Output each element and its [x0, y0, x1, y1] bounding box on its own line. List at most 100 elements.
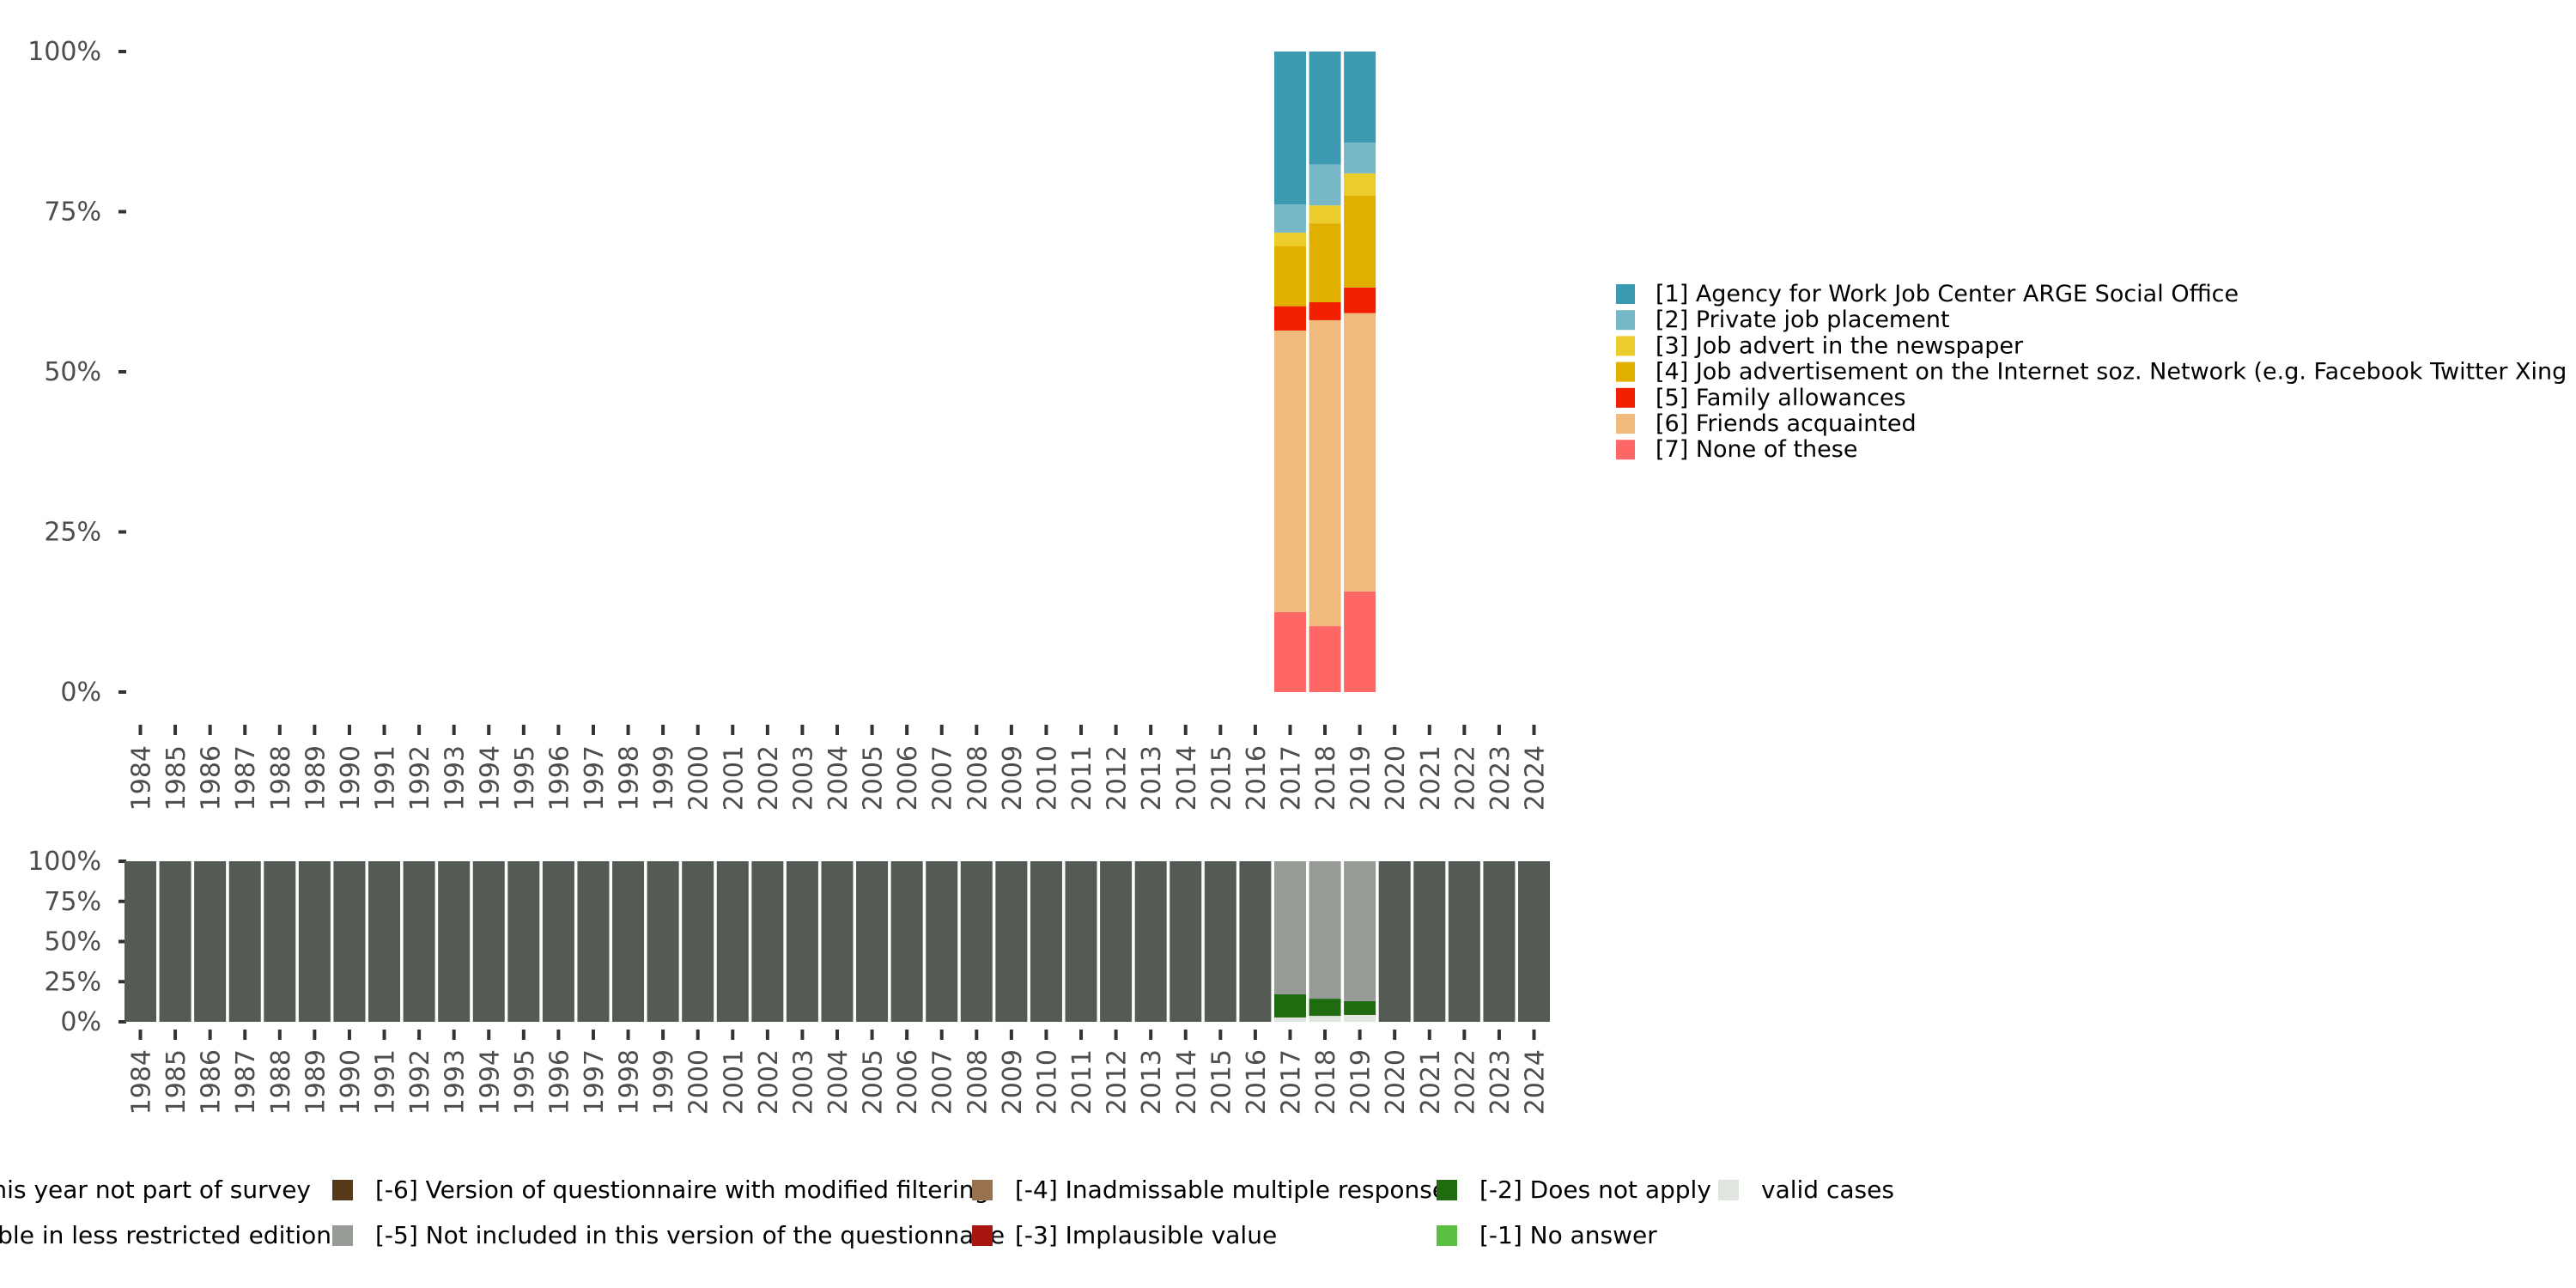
bar-segment-2007-not-part-of-survey: [926, 861, 958, 1022]
bar-segment-2019-valid-cases: [1344, 1014, 1376, 1022]
legend-key: [1616, 414, 1635, 434]
bar-segment-2018-5: [1309, 301, 1341, 320]
legend-key: [1437, 1225, 1457, 1246]
bar-segment-2019-6: [1344, 313, 1376, 592]
x-tick-label: 2005: [859, 1049, 889, 1115]
x-tick-label: 2007: [928, 1049, 958, 1115]
bar-segment-2017-3: [1273, 232, 1306, 246]
legend-label: [5] Family allowances: [1656, 385, 1906, 411]
bar-segment-2013-not-part-of-survey: [1134, 861, 1167, 1022]
bar-segment-2002-not-part-of-survey: [751, 861, 784, 1022]
x-tick-label: 2006: [893, 1049, 923, 1115]
bar-segment-2010-not-part-of-survey: [1030, 861, 1062, 1022]
bar-segment-2018-1: [1309, 52, 1341, 165]
bar-segment-1988-not-part-of-survey: [264, 861, 296, 1022]
bar-segment-1991-not-part-of-survey: [368, 861, 401, 1022]
legend-label: [7] None of these: [1656, 436, 1857, 463]
x-tick-label: 2000: [684, 1049, 714, 1115]
x-tick-label: 2015: [1206, 745, 1236, 811]
y-tick-label: 75%: [44, 197, 101, 228]
legend-label: [2] Private job placement: [1656, 307, 1950, 333]
x-tick-label: 2021: [1416, 1049, 1446, 1115]
y-tick-label: 0%: [60, 677, 101, 708]
legend-key: [332, 1180, 353, 1200]
y-tick-label: 75%: [44, 887, 101, 917]
x-tick-label: 2012: [1103, 745, 1133, 811]
bar-segment-2018-7: [1309, 626, 1341, 692]
bar-segment-2020-not-part-of-survey: [1378, 861, 1411, 1022]
x-tick-label: 1995: [510, 745, 540, 811]
bar-segment-1985-not-part-of-survey: [159, 861, 191, 1022]
x-tick-label: 2013: [1137, 1049, 1167, 1115]
x-tick-label: 1998: [615, 1049, 645, 1115]
x-tick-label: 2017: [1276, 745, 1306, 811]
x-tick-label: 2010: [1032, 1049, 1062, 1115]
legend-label: [-6] Version of questionnaire with modif…: [375, 1176, 989, 1204]
bar-segment-1995-not-part-of-survey: [507, 861, 540, 1022]
bar-segment-1997-not-part-of-survey: [577, 861, 610, 1022]
bar-segment-2019-2: [1344, 143, 1376, 173]
bar-segment-2015-not-part-of-survey: [1204, 861, 1236, 1022]
legend-label: this year not part of survey: [0, 1176, 311, 1204]
legend-label: [-5] Not included in this version of the…: [375, 1221, 1005, 1249]
y-tick-label: 50%: [44, 357, 101, 387]
x-tick-label: 2012: [1103, 1049, 1133, 1115]
legend-key: [1616, 310, 1635, 331]
x-tick-label: 2022: [1450, 745, 1480, 811]
bar-segment-2019-1: [1344, 52, 1376, 143]
bar-segment-2017-2-does-not-apply: [1273, 994, 1306, 1018]
legend-label: [6] Friends acquainted: [1656, 410, 1917, 437]
bar-segment-1986-not-part-of-survey: [194, 861, 227, 1022]
x-tick-label: 2019: [1346, 745, 1376, 811]
legend-key: [1616, 387, 1635, 408]
x-tick-label: 2008: [963, 1049, 993, 1115]
x-tick-label: 1986: [197, 1049, 227, 1115]
x-tick-label: 1998: [615, 745, 645, 811]
legend-key: [1616, 361, 1635, 382]
bar-segment-2019-3: [1344, 173, 1376, 197]
x-tick-label: 1996: [544, 745, 574, 811]
bar-segment-2017-7: [1273, 611, 1306, 692]
x-tick-label: 1992: [405, 1049, 435, 1115]
legend-label: [-3] Implausible value: [1015, 1221, 1277, 1249]
x-tick-label: 2014: [1172, 745, 1202, 811]
bar-segment-2018-6: [1309, 319, 1341, 627]
x-tick-label: 1989: [301, 745, 331, 811]
bar-segment-2019-7: [1344, 591, 1376, 692]
legend-key: [1616, 284, 1635, 304]
x-tick-label: 1989: [301, 1049, 331, 1115]
bar-segment-2019-2-does-not-apply: [1344, 1000, 1376, 1015]
bar-segment-2018-5-not-included-in-this-version-of-the-questionnaire: [1309, 861, 1341, 999]
x-tick-label: 2023: [1485, 745, 1516, 811]
y-tick-label: 50%: [44, 927, 101, 957]
bar-segment-2017-4: [1273, 246, 1306, 307]
legend-key: [1437, 1180, 1457, 1200]
legend-label: [3] Job advert in the newspaper: [1656, 332, 2024, 359]
x-tick-label: 2004: [823, 1049, 854, 1115]
x-tick-label: 2003: [788, 745, 818, 811]
x-tick-label: 2017: [1276, 1049, 1306, 1115]
x-tick-label: 1987: [231, 745, 261, 811]
x-tick-label: 1988: [266, 1049, 296, 1115]
x-tick-label: 1984: [127, 1049, 157, 1115]
bar-segment-2019-5: [1344, 287, 1376, 313]
x-tick-label: 1991: [371, 1049, 401, 1115]
x-tick-label: 1990: [336, 745, 366, 811]
x-tick-label: 2004: [823, 745, 854, 811]
legend-key: [332, 1225, 353, 1246]
bar-segment-2017-5: [1273, 306, 1306, 331]
bar-segment-1998-not-part-of-survey: [612, 861, 645, 1022]
x-tick-label: 1997: [580, 1049, 610, 1115]
x-tick-label: 2024: [1521, 1049, 1551, 1115]
x-tick-label: 2016: [1242, 1049, 1272, 1115]
x-tick-label: 1999: [649, 1049, 679, 1115]
y-tick-label: 25%: [44, 518, 101, 548]
legend-label: able in less restricted edition: [0, 1221, 331, 1249]
x-tick-label: 2001: [719, 745, 749, 811]
bar-segment-2021-not-part-of-survey: [1413, 861, 1446, 1022]
x-tick-label: 2024: [1521, 745, 1551, 811]
bar-segment-1984-not-part-of-survey: [125, 861, 156, 1022]
missing-values-legend: this year not part of survey able in less…: [0, 1176, 1894, 1249]
x-tick-label: 1994: [475, 1049, 505, 1115]
